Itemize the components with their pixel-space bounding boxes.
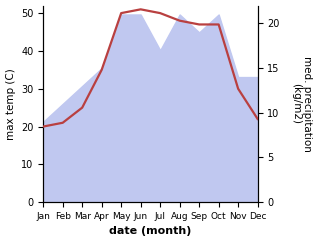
Y-axis label: max temp (C): max temp (C): [5, 68, 16, 140]
X-axis label: date (month): date (month): [109, 227, 192, 236]
Y-axis label: med. precipitation
(kg/m2): med. precipitation (kg/m2): [291, 56, 313, 152]
